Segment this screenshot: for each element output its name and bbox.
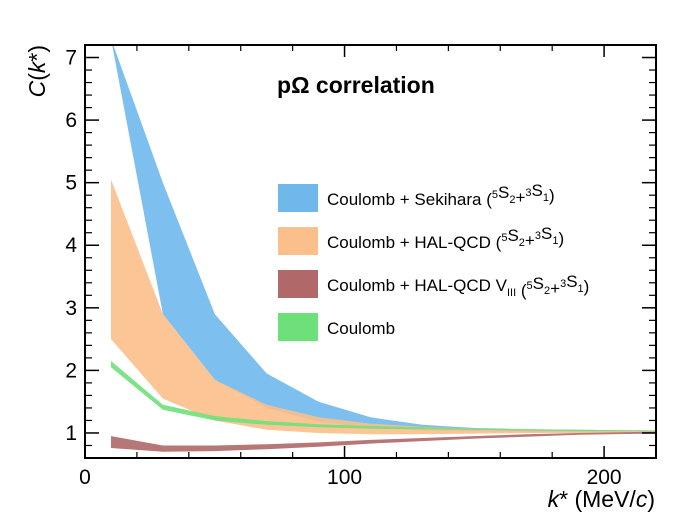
legend-label-halqcd-part-0: Coulomb + HAL-QCD (: [327, 233, 502, 252]
plot-frame: [84, 44, 657, 459]
legend-label-sekihara-part-7: 1: [543, 192, 549, 204]
legend-label-halqcd_viii-part-3: 5: [527, 280, 533, 292]
legend-label-halqcd_viii-part-9: 1: [578, 283, 584, 295]
x-axis-title-part-3: ): [647, 486, 655, 512]
y-axis-title-part-3: *): [24, 45, 50, 62]
legend-swatch-sekihara: [278, 184, 318, 212]
legend-label-halqcd-part-5: 3: [535, 230, 541, 242]
legend-swatch-halqcd_viii: [278, 270, 318, 298]
x-axis-title-part-1: * (MeV/: [559, 486, 636, 512]
legend-label-sekihara-part-2: S: [498, 183, 509, 202]
legend-label-halqcd_viii-part-2: (: [516, 281, 527, 300]
legend-label-sekihara-part-4: +: [515, 188, 525, 207]
band-layer: [111, 45, 656, 452]
chart-title: pΩ correlation: [277, 72, 435, 98]
chart-title-part-0: p: [277, 72, 291, 98]
band-halqcd_viii: [111, 431, 656, 452]
legend-label-coulomb: Coulomb: [327, 319, 395, 338]
y-tick-label: 4: [65, 234, 77, 257]
legend-label-halqcd-part-3: 2: [519, 237, 525, 249]
legend-label-halqcd-part-1: 5: [501, 232, 507, 244]
y-axis-title: C(k*): [24, 45, 50, 97]
legend: Coulomb + Sekihara (5S2+3S1)Coulomb + HA…: [278, 181, 589, 341]
legend-label-sekihara: Coulomb + Sekihara (5S2+3S1): [327, 181, 555, 209]
legend-label-halqcd_viii-part-4: S: [533, 274, 544, 293]
legend-label-halqcd_viii-part-10: ): [584, 277, 590, 296]
y-axis-title-part-1: (: [24, 73, 50, 81]
x-axis-title-part-2: c: [636, 486, 648, 512]
y-tick-label: 3: [65, 297, 77, 320]
x-axis-title: k* (MeV/c): [548, 486, 655, 512]
legend-label-halqcd_viii-part-7: 3: [560, 278, 566, 290]
legend-label-halqcd_viii-part-0: Coulomb + HAL-QCD V: [327, 276, 508, 295]
legend-label-halqcd: Coulomb + HAL-QCD (5S2+3S1): [327, 224, 564, 252]
legend-label-sekihara-part-1: 5: [492, 189, 498, 201]
legend-label-halqcd_viii-part-8: S: [566, 272, 577, 291]
legend-label-sekihara-part-6: S: [532, 181, 543, 200]
y-axis-title-part-0: C: [24, 80, 50, 97]
legend-label-sekihara-part-8: ): [549, 186, 555, 205]
y-axis-title-part-2: k: [24, 60, 50, 73]
legend-swatch-coulomb: [278, 313, 318, 341]
y-tick-label: 6: [65, 109, 77, 132]
legend-label-coulomb-part-0: Coulomb: [327, 319, 395, 338]
chart-title-part-1: Ω: [291, 72, 309, 98]
y-tick-label: 1: [65, 422, 77, 445]
x-tick-label: 100: [327, 466, 362, 489]
chart-title-part-2: correlation: [310, 72, 435, 98]
y-tick-label: 5: [65, 172, 77, 195]
x-tick-label: 200: [587, 466, 622, 489]
y-tick-label: 2: [65, 359, 77, 382]
legend-label-halqcd_viii: Coulomb + HAL-QCD VIII (5S2+3S1): [327, 272, 589, 300]
legend-label-halqcd-part-7: 1: [552, 235, 558, 247]
legend-label-halqcd_viii-part-6: +: [550, 279, 560, 298]
legend-label-halqcd-part-8: ): [558, 229, 564, 248]
x-axis-title-part-0: k: [548, 486, 561, 512]
legend-label-halqcd-part-6: S: [541, 224, 552, 243]
legend-label-sekihara-part-3: 2: [509, 194, 515, 206]
y-tick-label: 7: [65, 47, 77, 70]
x-tick-label: 0: [79, 466, 91, 489]
legend-label-halqcd-part-2: S: [507, 226, 518, 245]
legend-label-sekihara-part-0: Coulomb + Sekihara (: [327, 190, 492, 209]
legend-label-halqcd-part-4: +: [525, 231, 535, 250]
legend-label-halqcd_viii-part-5: 2: [544, 285, 550, 297]
legend-label-sekihara-part-5: 3: [525, 187, 531, 199]
legend-swatch-halqcd: [278, 227, 318, 255]
legend-label-halqcd_viii-part-1: III: [507, 287, 516, 299]
